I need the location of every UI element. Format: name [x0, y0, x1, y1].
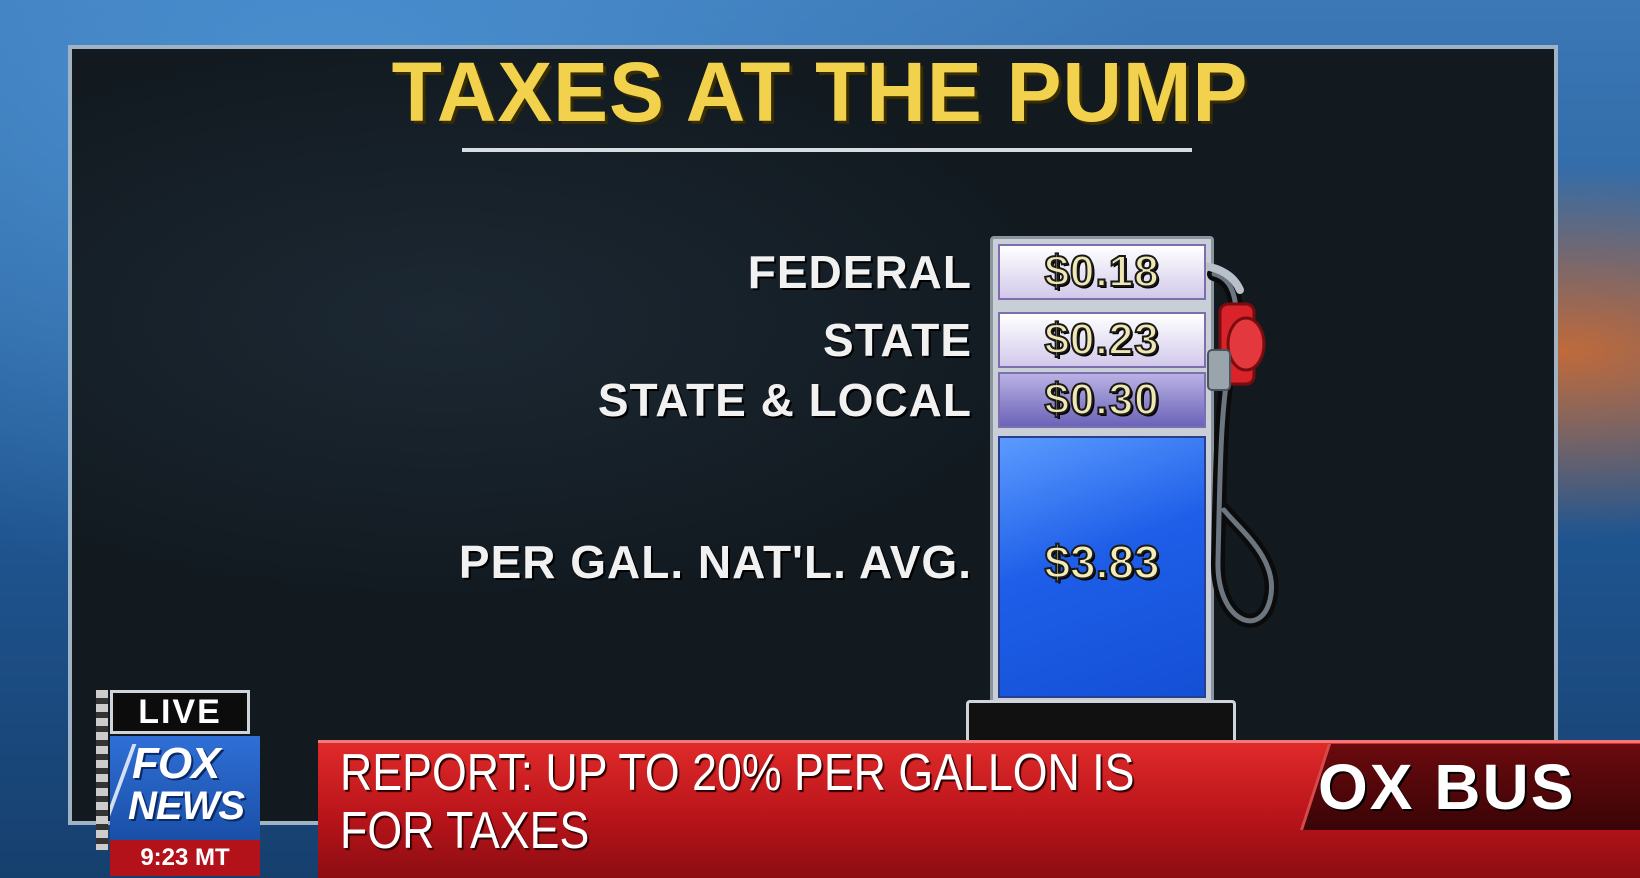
- value-state: $0.23: [1043, 314, 1160, 365]
- pump-screen: [998, 436, 1206, 698]
- live-stripes: [96, 690, 108, 850]
- time-badge: 9:23 MT: [110, 840, 260, 876]
- row-label-state-local: STATE & LOCAL: [597, 374, 972, 426]
- pump-nozzle-icon: [1200, 262, 1279, 628]
- network-text: OX BUS: [1318, 751, 1576, 823]
- headline-text: REPORT: UP TO 20% PER GALLON IS FOR TAXE…: [340, 744, 1135, 860]
- value-federal: $0.18: [1043, 246, 1160, 297]
- value-average: $3.83: [1043, 535, 1160, 589]
- title-underline: [462, 148, 1192, 152]
- row-label-state: STATE: [823, 314, 972, 366]
- gas-pump-base: [966, 700, 1236, 744]
- graphic-title: TAXES AT THE PUMP: [391, 45, 1249, 139]
- value-cell-state-local: $0.30: [998, 372, 1206, 428]
- value-cell-federal: $0.18: [998, 244, 1206, 300]
- graphic-panel: [68, 45, 1558, 825]
- live-badge: LIVE: [110, 690, 250, 734]
- logo-line1: FOX: [132, 739, 220, 788]
- time-text: 9:23 MT: [140, 844, 230, 871]
- value-cell-state: $0.23: [998, 312, 1206, 368]
- row-label-federal: FEDERAL: [747, 246, 972, 298]
- value-state-local: $0.30: [1043, 374, 1160, 425]
- network-logo: FOX NEWS: [110, 736, 260, 840]
- logo-line2: NEWS: [128, 784, 245, 828]
- row-label-average: PER GAL. NAT'L. AVG.: [458, 536, 972, 588]
- live-label: LIVE: [138, 692, 222, 731]
